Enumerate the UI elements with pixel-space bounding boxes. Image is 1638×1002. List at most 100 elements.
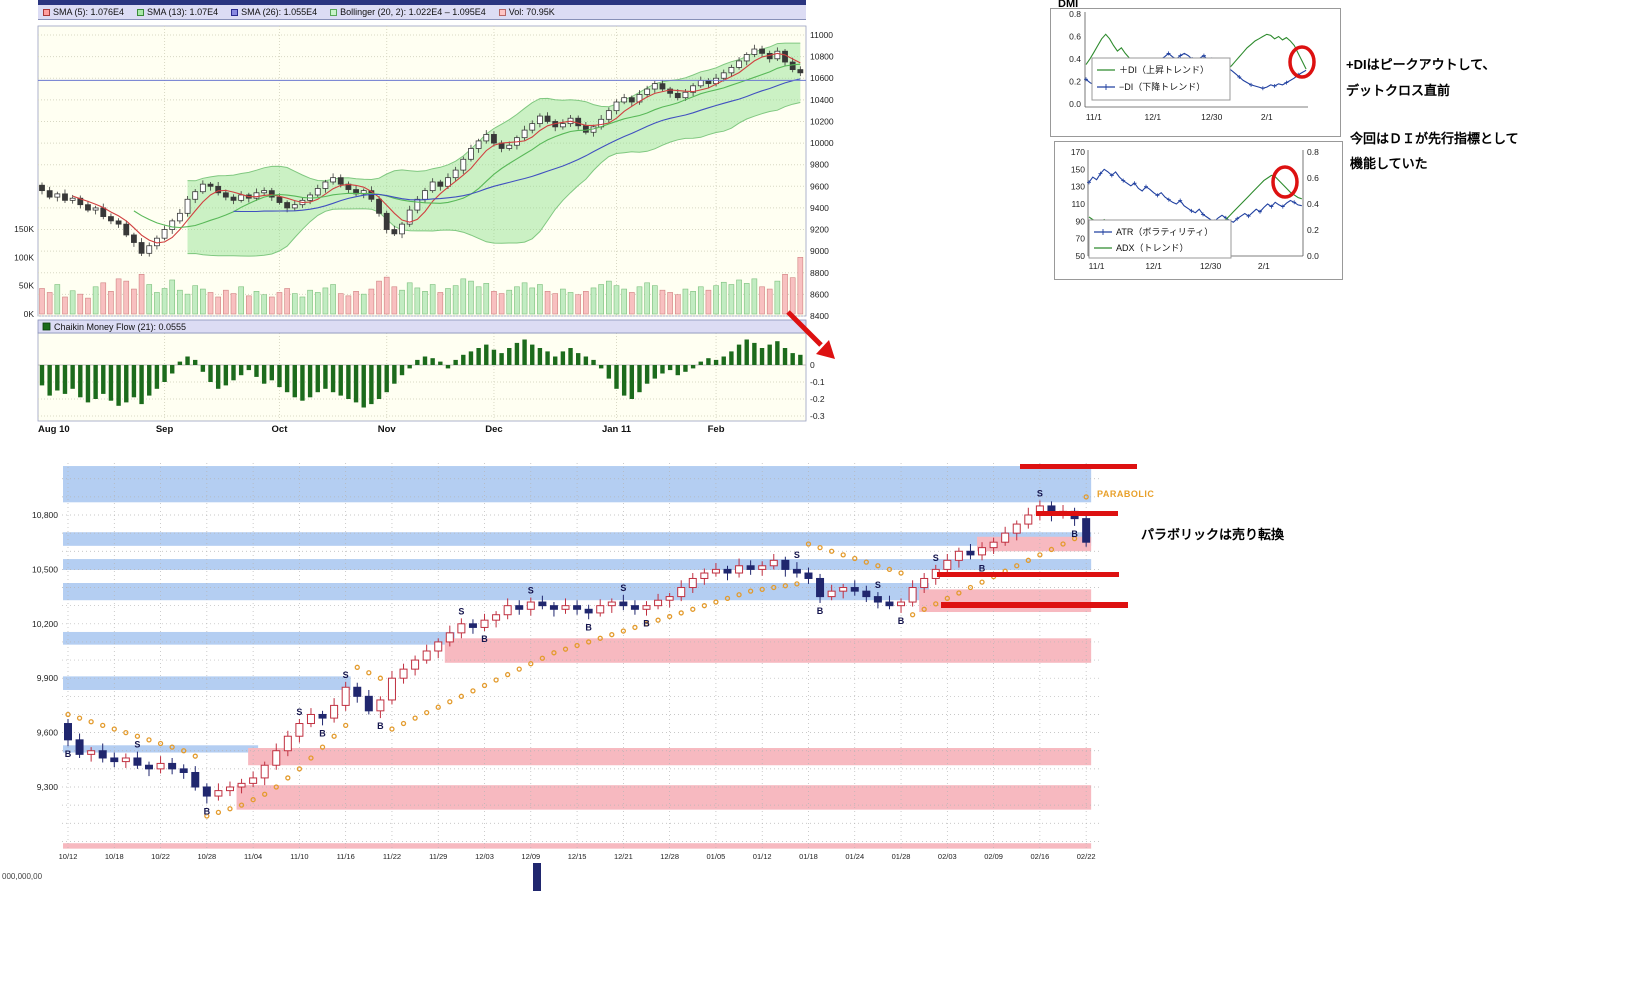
axis-artifact-text: 000,000,00 (2, 872, 43, 881)
svg-text:0.6: 0.6 (1307, 173, 1319, 183)
svg-text:11/10: 11/10 (290, 852, 308, 861)
chart-title-strip (38, 0, 806, 5)
svg-text:10/28: 10/28 (197, 852, 216, 861)
chart-legend: SMA (5): 1.076E4 SMA (13): 1.07E4 SMA (26)… (38, 5, 806, 20)
svg-text:8600: 8600 (810, 289, 829, 299)
dmi-annotation: +DIはピークアウトして、 デットクロス直前 (1346, 52, 1496, 104)
svg-text:B: B (585, 622, 592, 632)
svg-text:9400: 9400 (810, 203, 829, 213)
legend-item: SMA (5): 1.076E4 (43, 7, 124, 17)
svg-text:-0.3: -0.3 (810, 411, 825, 421)
svg-text:10/22: 10/22 (151, 852, 170, 861)
svg-text:S: S (1037, 488, 1043, 498)
svg-text:Chaikin Money Flow (21): 0.055: Chaikin Money Flow (21): 0.0555 (54, 322, 186, 332)
svg-text:B: B (481, 634, 488, 644)
svg-text:0.2: 0.2 (1307, 225, 1319, 235)
dmi-chart-canvas: 0.8 0.6 0.4 0.2 0.0 11/1 12/1 12/30 2/1 ＋DI（上昇トレン… (1050, 8, 1341, 137)
svg-text:02/22: 02/22 (1077, 852, 1096, 861)
svg-text:Feb: Feb (708, 424, 725, 435)
svg-text:10400: 10400 (810, 95, 834, 105)
svg-text:100K: 100K (14, 252, 34, 262)
svg-text:10600: 10600 (810, 73, 834, 83)
svg-text:11/1: 11/1 (1089, 261, 1105, 271)
svg-text:B: B (898, 616, 905, 626)
svg-text:0.4: 0.4 (1307, 199, 1319, 209)
atr-annotation: 今回はＤＩが先行指標として 機能していた (1350, 126, 1519, 176)
svg-text:Jan 11: Jan 11 (602, 424, 632, 435)
svg-text:12/30: 12/30 (1201, 112, 1223, 122)
svg-text:S: S (134, 740, 140, 750)
svg-text:9200: 9200 (810, 225, 829, 235)
svg-text:130: 130 (1071, 182, 1085, 192)
svg-text:10200: 10200 (810, 116, 834, 126)
svg-text:2/1: 2/1 (1261, 112, 1273, 122)
atr-annotation-line1: 今回はＤＩが先行指標として (1350, 131, 1519, 146)
svg-text:Dec: Dec (485, 424, 502, 435)
svg-text:S: S (343, 670, 349, 680)
svg-text:S: S (458, 606, 464, 616)
svg-text:2/1: 2/1 (1258, 261, 1270, 271)
atr-adx-chart-canvas: 170 150 130 110 90 70 50 0.8 0.6 0.4 0.2 0.0 11/1 12/… (1054, 141, 1343, 280)
legend-item: Bollinger (20, 2): 1.022E4 – 1.095E4 (330, 7, 486, 17)
parabolic-annotation: パラボリックは売り転換 (1141, 527, 1285, 542)
svg-text:9,900: 9,900 (37, 673, 59, 683)
svg-text:10/18: 10/18 (105, 852, 124, 861)
svg-text:ATR（ボラティリティ）: ATR（ボラティリティ） (1116, 227, 1213, 237)
svg-text:B: B (377, 721, 384, 731)
svg-text:Aug 10: Aug 10 (38, 424, 70, 435)
price-chart-panel: SMA (5): 1.076E4 SMA (13): 1.07E4 SMA (26)… (0, 0, 845, 440)
svg-text:12/1: 12/1 (1145, 261, 1162, 271)
legend-item: Vol: 70.95K (498, 7, 555, 17)
svg-text:01/05: 01/05 (707, 852, 726, 861)
svg-text:S: S (296, 707, 302, 717)
svg-text:11/04: 11/04 (244, 852, 262, 861)
svg-text:01/24: 01/24 (845, 852, 864, 861)
svg-text:9600: 9600 (810, 181, 829, 191)
svg-text:11/16: 11/16 (337, 852, 355, 861)
svg-text:B: B (319, 728, 326, 738)
svg-text:B: B (204, 806, 211, 816)
parabolic-chart-panel: 10,800 10,500 10,200 9,900 9,600 9,300 10/12 10… (0, 455, 1160, 925)
svg-text:10,200: 10,200 (32, 619, 58, 629)
atr-adx-panel: 170 150 130 110 90 70 50 0.8 0.6 0.4 0.2 0.0 11/1 12/… (1050, 140, 1350, 288)
svg-text:12/21: 12/21 (614, 852, 633, 861)
svg-text:11000: 11000 (810, 30, 833, 40)
svg-text:0K: 0K (24, 309, 35, 319)
svg-text:11/29: 11/29 (429, 852, 447, 861)
svg-text:-0.1: -0.1 (810, 377, 825, 387)
svg-text:Sep: Sep (156, 424, 174, 435)
svg-text:−DI（下降トレンド）: −DI（下降トレンド） (1119, 81, 1205, 92)
atr-annotation-line2: 機能していた (1350, 156, 1428, 171)
svg-text:70: 70 (1076, 234, 1086, 244)
svg-text:50: 50 (1076, 251, 1086, 261)
svg-text:01/28: 01/28 (892, 852, 911, 861)
svg-text:Oct: Oct (272, 424, 289, 435)
svg-text:8400: 8400 (810, 311, 829, 321)
svg-text:B: B (979, 563, 986, 573)
svg-text:-0.2: -0.2 (810, 394, 825, 404)
parabolic-sar-label: PARABOLIC (1097, 489, 1155, 499)
svg-text:9,600: 9,600 (37, 728, 59, 738)
svg-text:B: B (65, 749, 72, 759)
svg-text:02/09: 02/09 (984, 852, 1003, 861)
svg-text:ADX（トレンド）: ADX（トレンド） (1116, 243, 1189, 253)
svg-text:Nov: Nov (378, 424, 397, 435)
svg-text:B: B (643, 619, 650, 629)
svg-text:0: 0 (810, 360, 815, 370)
legend-item: SMA (26): 1.055E4 (231, 7, 317, 17)
svg-text:90: 90 (1076, 216, 1086, 226)
svg-text:170: 170 (1071, 147, 1085, 157)
svg-text:02/16: 02/16 (1030, 852, 1049, 861)
svg-text:11/22: 11/22 (383, 852, 401, 861)
svg-text:12/03: 12/03 (475, 852, 494, 861)
svg-text:0.0: 0.0 (1069, 99, 1081, 109)
svg-text:S: S (794, 550, 800, 560)
svg-text:B: B (817, 606, 824, 616)
svg-text:S: S (528, 586, 534, 596)
svg-text:12/1: 12/1 (1145, 112, 1162, 122)
svg-text:B: B (1071, 529, 1078, 539)
svg-text:S: S (933, 553, 939, 563)
svg-text:＋DI（上昇トレンド）: ＋DI（上昇トレンド） (1119, 65, 1209, 75)
svg-text:12/30: 12/30 (1200, 261, 1222, 271)
